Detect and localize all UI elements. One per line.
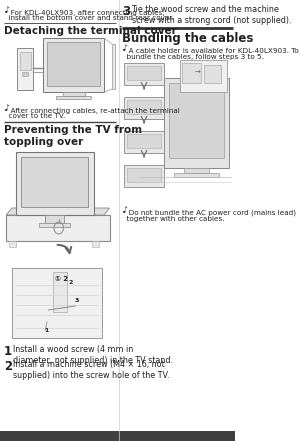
Text: install the bottom cover and stand rear cover.: install the bottom cover and stand rear …: [4, 15, 174, 22]
Bar: [112, 44, 115, 89]
Bar: [184, 168, 209, 173]
Bar: [9, 241, 16, 247]
Text: Bundling the cables: Bundling the cables: [122, 32, 254, 45]
Bar: [6, 215, 109, 241]
Bar: [169, 83, 224, 158]
Text: 1: 1: [4, 345, 12, 358]
Text: ♪: ♪: [122, 43, 127, 52]
Text: • After connecting cables, re-attach the terminal: • After connecting cables, re-attach the…: [4, 108, 180, 114]
Text: • Do not bundle the AC power cord (mains lead): • Do not bundle the AC power cord (mains…: [122, 210, 296, 217]
Bar: [20, 52, 31, 70]
Text: ① 2: ① 2: [55, 276, 68, 282]
Text: Install a wood screw (4 mm in
diameter, not supplied) in the TV stand.: Install a wood screw (4 mm in diameter, …: [13, 345, 173, 365]
Bar: [182, 63, 201, 83]
Bar: [124, 97, 164, 119]
Bar: [63, 92, 85, 96]
Text: ♪: ♪: [4, 103, 9, 112]
Bar: [16, 152, 94, 215]
Text: →: →: [194, 70, 200, 76]
Bar: [0, 431, 235, 441]
Text: bundle the cables, follow steps 3 to 5.: bundle the cables, follow steps 3 to 5.: [122, 53, 264, 60]
Text: 3: 3: [122, 5, 130, 18]
Bar: [45, 215, 64, 223]
Text: 2: 2: [69, 280, 73, 285]
Bar: [180, 60, 227, 92]
Bar: [39, 223, 70, 227]
Bar: [56, 96, 91, 99]
Bar: [21, 157, 88, 207]
Bar: [53, 272, 67, 312]
Text: 2: 2: [4, 360, 12, 373]
Bar: [127, 100, 161, 114]
Text: ♪: ♪: [4, 5, 9, 14]
Text: Install a machine screw (M4 × 16, not
supplied) into the screw hole of the TV.: Install a machine screw (M4 × 16, not su…: [13, 360, 170, 380]
Bar: [127, 134, 161, 148]
Bar: [92, 241, 99, 247]
Text: 1: 1: [44, 328, 48, 333]
Text: Detaching the terminal cover: Detaching the terminal cover: [4, 26, 177, 36]
Text: cover to the TV.: cover to the TV.: [4, 113, 65, 120]
Text: Tie the wood screw and the machine
screw with a strong cord (not supplied).: Tie the wood screw and the machine screw…: [131, 5, 291, 25]
Bar: [174, 173, 219, 177]
Text: • A cable holder is available for KDL-40LX903. To: • A cable holder is available for KDL-40…: [122, 48, 299, 54]
Bar: [124, 165, 164, 187]
Text: together with other cables.: together with other cables.: [122, 216, 225, 221]
Bar: [127, 66, 161, 80]
Bar: [203, 65, 221, 83]
Bar: [22, 72, 28, 76]
Text: 3: 3: [74, 298, 79, 303]
Bar: [127, 168, 161, 182]
Bar: [43, 38, 104, 92]
Bar: [164, 78, 229, 168]
Bar: [47, 42, 100, 86]
Bar: [124, 131, 164, 153]
Text: Preventing the TV from
toppling over: Preventing the TV from toppling over: [4, 125, 142, 147]
Polygon shape: [6, 208, 109, 215]
Bar: [17, 48, 33, 90]
Text: ♪: ♪: [122, 205, 127, 214]
Bar: [12, 268, 102, 338]
Text: • For KDL-40LX903, after connecting cables,: • For KDL-40LX903, after connecting cabl…: [4, 10, 164, 16]
Bar: [124, 63, 164, 85]
